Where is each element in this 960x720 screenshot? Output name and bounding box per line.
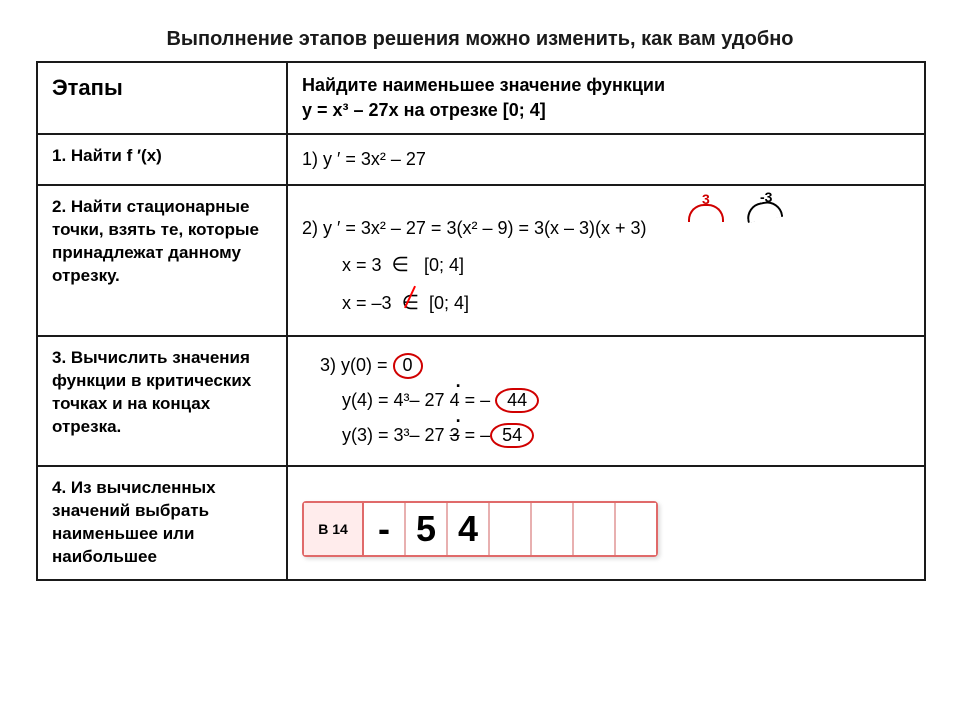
- y-at-0: 3) y(0) = 0: [302, 351, 910, 380]
- answer-cell-1: 5: [406, 503, 448, 555]
- answer-cell-0: -: [364, 503, 406, 555]
- answer-cell-5: [574, 503, 616, 555]
- dot-over-3: 3: [450, 421, 460, 450]
- answer-box: В 14 - 5 4: [302, 501, 658, 557]
- step-row-2: 2. Найти стационарные точки, взять те, к…: [37, 185, 925, 336]
- step2-x1: x = 3 ∈ [0; 4]: [302, 249, 910, 281]
- step4-body: В 14 - 5 4: [287, 466, 925, 580]
- x-equals-neg3: x = –3: [342, 293, 392, 313]
- not-belongs-symbol: ∈: [402, 287, 419, 319]
- step-row-4: 4. Из вычисленных значений выбрать наиме…: [37, 466, 925, 580]
- answer-cell-3: [490, 503, 532, 555]
- step2-body: 2) y ′ = 3x² – 27 = 3(x² – 9) = 3(x – 3)…: [287, 185, 925, 336]
- answer-cell-6: [616, 503, 656, 555]
- circled-44: 44: [495, 388, 539, 414]
- step2-eq: 2) y ′ = 3x² – 27 = 3(x² – 9) = 3(x – 3)…: [302, 214, 910, 243]
- solution-table: Этапы Найдите наименьшее значение функци…: [36, 61, 926, 581]
- answer-label: В 14: [304, 503, 364, 555]
- answer-cell-4: [532, 503, 574, 555]
- y-at-4: y(4) = 4³– 27 4 = – 44: [302, 386, 910, 415]
- answer-strip: В 14 - 5 4: [302, 501, 658, 557]
- y0-lhs: 3) y(0) =: [320, 355, 393, 375]
- segment-2: [0; 4]: [429, 293, 469, 313]
- arc-red-icon: [688, 204, 724, 222]
- step-row-1: 1. Найти f ′(x) 1) y ′ = 3x² – 27: [37, 134, 925, 185]
- step2-x2: x = –3 ∈ [0; 4]: [302, 287, 910, 319]
- circled-54: 54: [490, 423, 534, 449]
- y-at-3: y(3) = 3³– 27 3 = –54: [302, 421, 910, 450]
- step4-label: 4. Из вычисленных значений выбрать наиме…: [37, 466, 287, 580]
- segment-1: [0; 4]: [424, 255, 464, 275]
- y4-lhs: y(4) = 4³– 27: [342, 390, 450, 410]
- y3-lhs: y(3) = 3³– 27: [342, 425, 450, 445]
- belongs-symbol: ∈: [392, 254, 409, 276]
- step-row-3: 3. Вычислить значения функции в критичес…: [37, 336, 925, 466]
- y3-eq: = –: [460, 425, 491, 445]
- step2-label: 2. Найти стационарные точки, взять те, к…: [37, 185, 287, 336]
- step3-label: 3. Вычислить значения функции в критичес…: [37, 336, 287, 466]
- x-equals-3: x = 3: [342, 255, 382, 275]
- page-title: Выполнение этапов решения можно изменить…: [0, 0, 960, 61]
- problem-line1: Найдите наименьшее значение функции: [302, 73, 910, 98]
- circled-zero: 0: [393, 353, 423, 379]
- step3-body: 3) y(0) = 0 y(4) = 4³– 27 4 = – 44 y(3) …: [287, 336, 925, 466]
- header-row: Этапы Найдите наименьшее значение функци…: [37, 62, 925, 134]
- answer-cell-2: 4: [448, 503, 490, 555]
- stages-header: Этапы: [37, 62, 287, 134]
- step1-body: 1) y ′ = 3x² – 27: [287, 134, 925, 185]
- step1-label: 1. Найти f ′(x): [37, 134, 287, 185]
- problem-line2: y = x³ – 27x на отрезке [0; 4]: [302, 98, 910, 123]
- y4-eq: = –: [460, 390, 496, 410]
